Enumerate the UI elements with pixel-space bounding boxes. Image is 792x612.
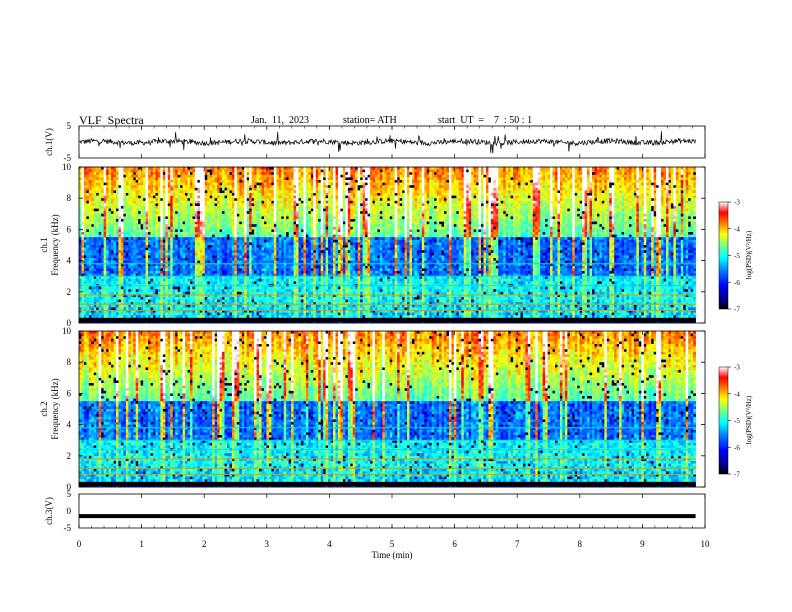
frequency-tick-label: 4: [67, 420, 72, 430]
ch3-ytick-label: -5: [64, 523, 72, 533]
xtick-label: 0: [77, 539, 82, 549]
x-axis-label: Time (min): [372, 550, 413, 560]
spectrogram-low-band: [79, 482, 696, 486]
colorbar-tick-label: -5: [734, 252, 740, 260]
colorbar-tick-label: -3: [734, 364, 740, 372]
xtick-label: 2: [202, 539, 207, 549]
colorbar-tick-label: -7: [734, 306, 740, 314]
ch3-ytick-label: 5: [67, 489, 72, 499]
ch1-ylabel: ch.1(V): [44, 128, 54, 156]
colorbar-tick-label: -3: [734, 199, 740, 207]
xtick-label: 10: [701, 539, 711, 549]
xtick-label: 7: [515, 539, 520, 549]
ch1-channel-label: ch.1: [39, 237, 49, 252]
ch1-spectrogram-heatmap: [79, 167, 705, 323]
xtick-label: 4: [327, 539, 332, 549]
xtick-label: 5: [390, 539, 395, 549]
colorbar-tick-label: -4: [734, 225, 740, 233]
colorbar-tick-label: -6: [734, 279, 740, 287]
frequency-tick-label: 6: [67, 224, 72, 234]
spectrogram-low-band: [79, 318, 696, 322]
ch1-waveform-panel: 5-5 ch.1(V): [44, 121, 705, 163]
colorbar-tick-label: -6: [734, 444, 740, 452]
ch2-colorbar: [719, 367, 728, 474]
ch1-ytick-label: 5: [67, 121, 72, 131]
frequency-tick-label: 6: [67, 388, 72, 398]
colorbar-tick-label: -4: [734, 390, 740, 398]
xtick-label: 8: [578, 539, 583, 549]
frequency-tick-label: 4: [67, 256, 72, 266]
xtick-label: 3: [265, 539, 270, 549]
frequency-tick-label: 10: [62, 162, 72, 172]
ch1-colorbar-label: log(PSD)(V²/Hz): [745, 230, 753, 279]
ch3-ylabel: ch.3(V): [44, 497, 54, 525]
xtick-label: 1: [139, 539, 144, 549]
ch3-ytick-label: 0: [67, 506, 72, 516]
frequency-tick-label: 2: [67, 287, 72, 297]
frequency-tick-label: 2: [67, 451, 72, 461]
colorbar-tick-label: -7: [734, 471, 740, 479]
frequency-tick-label: 10: [62, 326, 72, 336]
frequency-tick-label: 8: [67, 193, 72, 203]
frequency-tick-label: 8: [67, 357, 72, 367]
ch1-frequency-label: Frequency (kHz): [50, 214, 60, 275]
xtick-label: 6: [452, 539, 457, 549]
ch2-frequency-label: Frequency (kHz): [50, 378, 60, 439]
colorbar-tick-label: -5: [734, 417, 740, 425]
ch1-colorbar: [719, 202, 728, 309]
ch2-channel-label: ch.2: [39, 401, 49, 416]
ch2-colorbar-label: log(PSD)(V²/Hz): [745, 395, 753, 444]
xtick-label: 9: [640, 539, 645, 549]
ch2-spectrogram-heatmap: [79, 331, 705, 487]
